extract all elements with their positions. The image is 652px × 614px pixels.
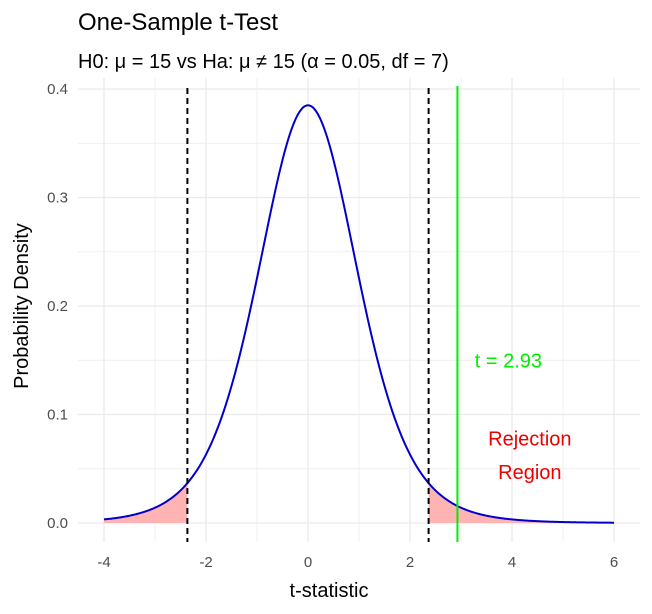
x-tick-label: 2 xyxy=(406,554,414,571)
x-tick-labels: -4 -2 0 2 4 6 xyxy=(97,554,618,571)
rejection-region-label-line2: Region xyxy=(498,462,561,484)
y-axis-title: Probability Density xyxy=(11,223,33,389)
x-tick-label: 6 xyxy=(610,554,618,571)
y-tick-label: 0.1 xyxy=(47,407,68,424)
y-tick-label: 0.4 xyxy=(47,81,68,98)
chart-subtitle: H0: μ = 15 vs Ha: μ ≠ 15 (α = 0.05, df =… xyxy=(78,51,449,73)
x-tick-label: -4 xyxy=(97,554,110,571)
t-statistic-label: t = 2.93 xyxy=(475,350,542,372)
curve-layer xyxy=(103,104,615,524)
vertical-lines xyxy=(186,86,459,542)
x-tick-label: -2 xyxy=(199,554,212,571)
x-axis-title: t-statistic xyxy=(290,580,369,602)
x-tick-label: 4 xyxy=(508,554,516,571)
y-tick-labels: 0.0 0.1 0.2 0.3 0.4 xyxy=(47,81,68,532)
y-tick-label: 0.2 xyxy=(47,298,68,315)
rejection-area-left xyxy=(104,483,188,523)
y-tick-label: 0.3 xyxy=(47,190,68,207)
chart-title: One-Sample t-Test xyxy=(78,9,278,36)
t-distribution-curve xyxy=(103,104,615,524)
x-tick-label: 0 xyxy=(304,554,312,571)
rejection-area-right xyxy=(428,483,614,523)
rejection-region-label-line1: Rejection xyxy=(488,428,571,450)
y-tick-label: 0.0 xyxy=(47,515,68,532)
